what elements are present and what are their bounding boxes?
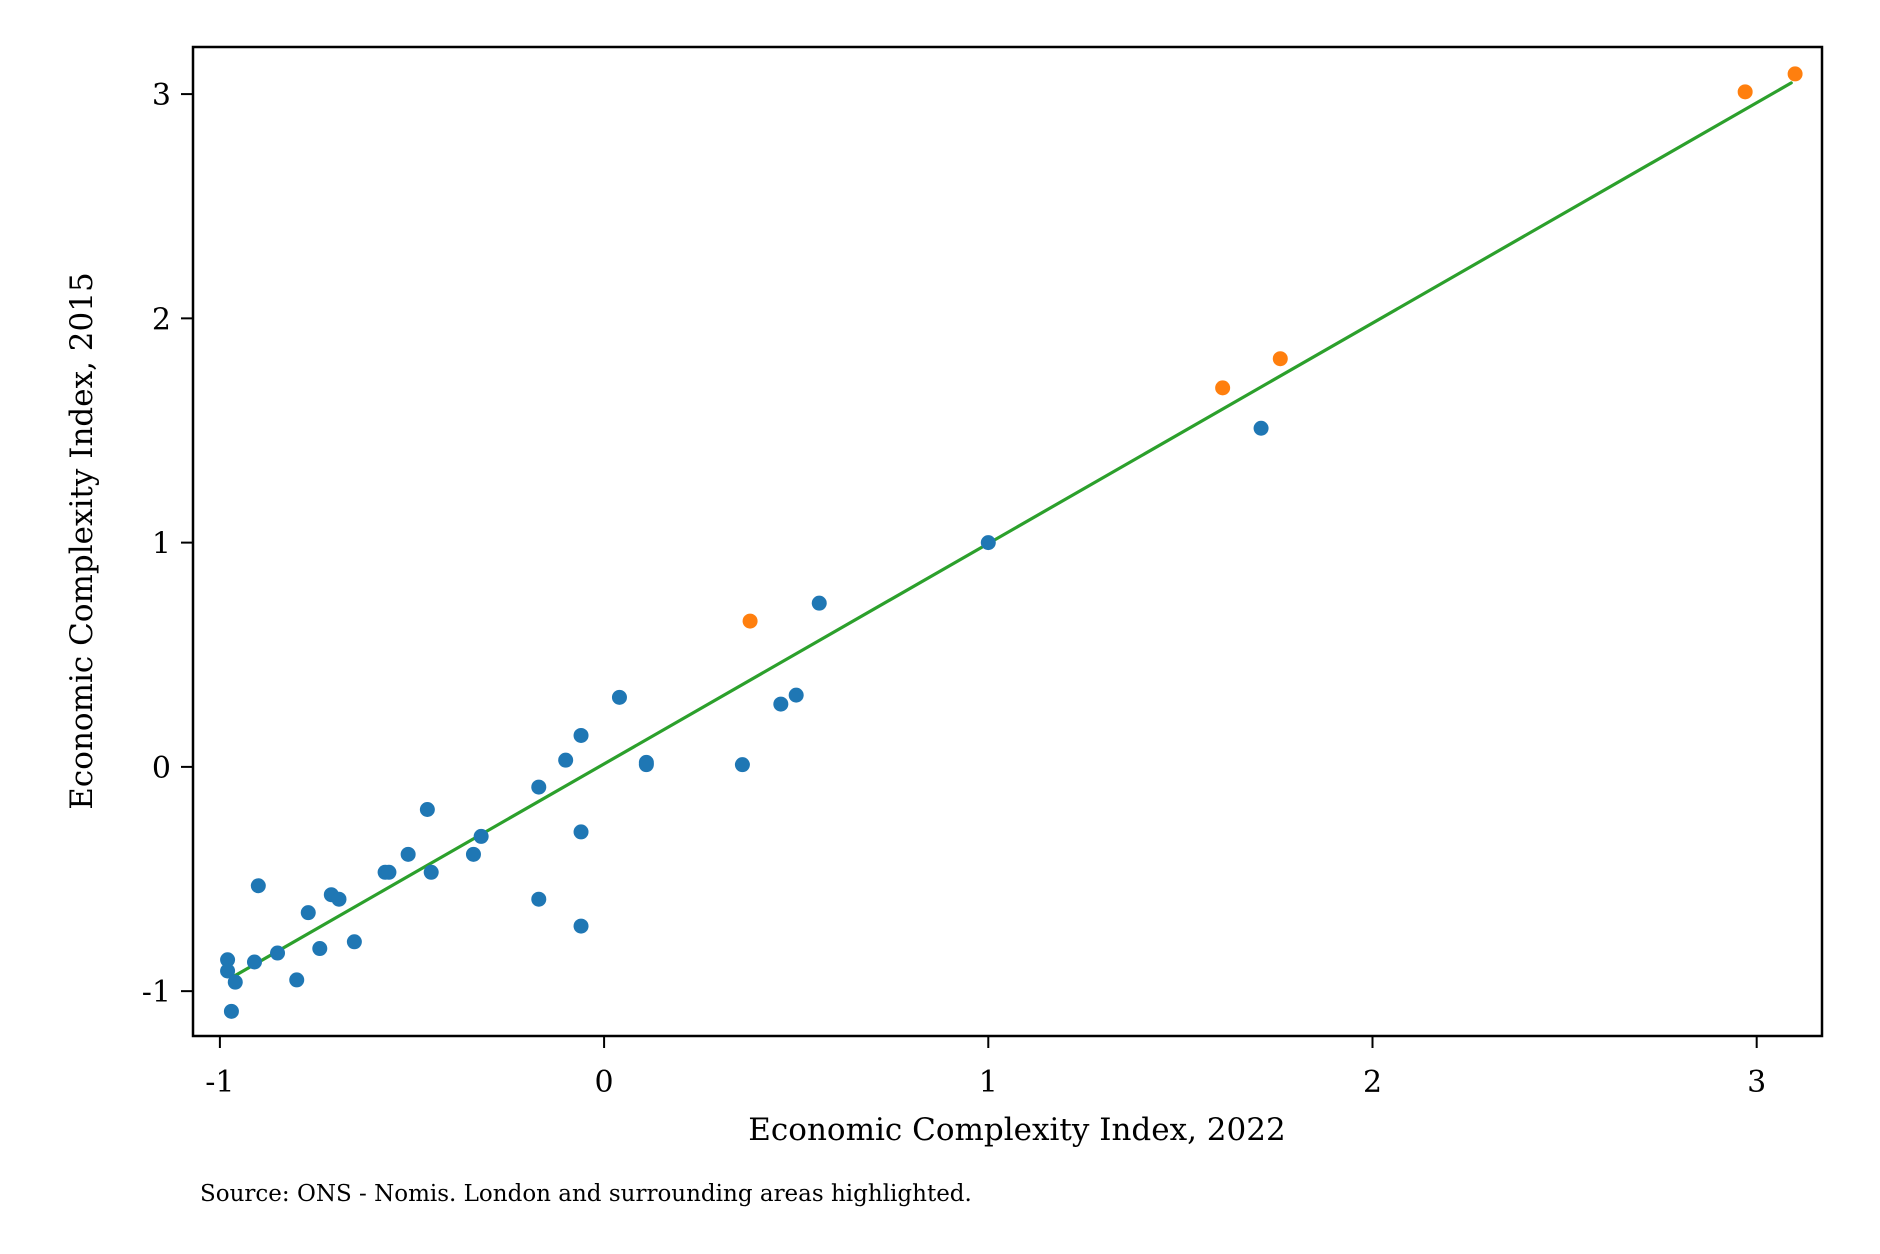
data-point — [220, 963, 236, 979]
data-point — [531, 891, 547, 907]
data-point — [573, 727, 589, 743]
plot-frame — [191, 45, 1824, 1038]
data-point — [331, 891, 347, 907]
highlighted-data-point — [1787, 66, 1803, 82]
data-point — [573, 824, 589, 840]
data-point — [300, 905, 316, 921]
fit-line-layer — [229, 81, 1793, 980]
data-point — [531, 779, 547, 795]
data-point — [400, 846, 416, 862]
y-tick-label: 3 — [152, 78, 171, 113]
x-tick-label: 1 — [979, 1065, 998, 1100]
data-point — [473, 828, 489, 844]
data-point — [270, 945, 286, 961]
x-tick-label: 3 — [1747, 1065, 1766, 1100]
data-point — [246, 954, 262, 970]
x-axis: -1 0 1 2 3 — [205, 1036, 1766, 1100]
x-tick-label: 2 — [1363, 1065, 1382, 1100]
y-tick-label: 2 — [152, 302, 171, 337]
data-point — [734, 757, 750, 773]
y-axis-title: Economic Complexity Index, 2015 — [64, 272, 100, 809]
data-point — [811, 595, 827, 611]
data-point — [312, 941, 328, 957]
data-point — [289, 972, 305, 988]
data-point — [980, 535, 996, 551]
y-tick-label: 0 — [152, 751, 171, 786]
points-layer — [220, 66, 1803, 1019]
data-point — [227, 974, 243, 990]
highlighted-data-point — [1272, 351, 1288, 367]
highlighted-data-point — [1737, 84, 1753, 100]
data-point — [419, 801, 435, 817]
data-point — [773, 696, 789, 712]
data-point — [573, 918, 589, 934]
data-point — [223, 1003, 239, 1019]
data-point — [381, 864, 397, 880]
data-point — [250, 878, 266, 894]
y-tick-label: -1 — [142, 975, 171, 1010]
highlighted-data-point — [1215, 380, 1231, 396]
data-point — [611, 689, 627, 705]
data-point — [558, 752, 574, 768]
y-tick-label: 1 — [152, 527, 171, 562]
x-axis-title: Economic Complexity Index, 2022 — [748, 1112, 1285, 1148]
data-point — [638, 757, 654, 773]
x-tick-label: -1 — [205, 1065, 234, 1100]
fit-line — [229, 81, 1793, 980]
data-point — [346, 934, 362, 950]
data-point — [465, 846, 481, 862]
y-axis: -1 0 1 2 3 — [142, 78, 193, 1010]
data-point — [788, 687, 804, 703]
data-point — [423, 864, 439, 880]
source-note: Source: ONS - Nomis. London and surround… — [200, 1181, 972, 1207]
x-tick-label: 0 — [595, 1065, 614, 1100]
highlighted-data-point — [742, 613, 758, 629]
data-point — [220, 952, 236, 968]
data-point — [1253, 420, 1269, 436]
